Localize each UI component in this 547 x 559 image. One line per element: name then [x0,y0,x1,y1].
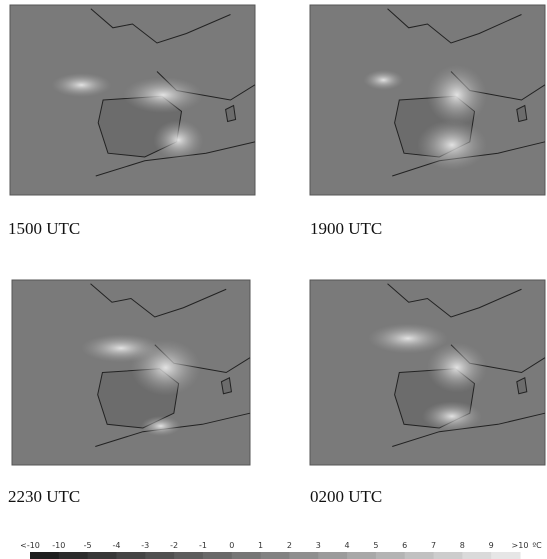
colorbar-label: -3 [141,541,149,550]
colorbar-unit: ºC [532,541,542,550]
cloud [153,120,203,160]
colorbar-label: 3 [316,541,321,550]
colorbar-segment [491,552,520,559]
colorbar-segment [462,552,491,559]
colorbar-segment [174,552,203,559]
colorbar-label: 4 [345,541,350,550]
map-panel [310,280,545,465]
cloud [417,120,487,170]
colorbar-label: -2 [170,541,178,550]
colorbar-segment [434,552,463,559]
colorbar-label: 5 [373,541,378,550]
cloud [141,416,181,436]
colorbar-segment [261,552,290,559]
colorbar-segment [203,552,232,559]
figure: 1500 UTC1900 UTC2230 UTC0200 UTC<-10-10-… [0,0,547,559]
colorbar-label: 9 [489,541,494,550]
colorbar-segment [405,552,434,559]
cloud [422,401,482,431]
colorbar-label: 6 [402,541,407,550]
colorbar-segment [88,552,117,559]
colorbar-label: 1 [258,541,263,550]
cloud [123,77,203,113]
colorbar-label: -1 [199,541,207,550]
colorbar-label: -5 [84,541,92,550]
cloud [81,334,161,362]
colorbar-label: -4 [112,541,120,550]
cloud [51,73,111,97]
colorbar-segment [30,552,59,559]
body: {"panels": [ {"caption": "1500 UTC"}, {"… [0,0,547,559]
colorbar-label: -10 [52,541,65,550]
cloud [363,70,403,90]
colorbar-segment [347,552,376,559]
cloud [427,343,487,393]
map-panel [310,5,545,195]
colorbar-label: 0 [229,541,234,550]
colorbar-segment [145,552,174,559]
colorbar-segment [376,552,405,559]
colorbar-segment [289,552,318,559]
colorbar-segment [318,552,347,559]
page: html, body { margin: 0; padding: 0; widt… [0,0,547,559]
colorbar-label: >10 [512,541,529,550]
colorbar-segment [116,552,145,559]
panel-caption: 1500 UTC [8,219,80,238]
colorbar-segment [59,552,88,559]
panel-caption: 2230 UTC [8,487,80,506]
colorbar-label: <-10 [20,541,40,550]
panel-caption: 0200 UTC [310,487,382,506]
cloud [368,323,448,353]
map-panel [12,280,250,465]
colorbar-label: 2 [287,541,292,550]
cloud [427,65,487,125]
map-panel [10,5,255,195]
colorbar-segment [232,552,261,559]
colorbar-label: 8 [460,541,465,550]
panel-caption: 1900 UTC [310,219,382,238]
colorbar-label: 7 [431,541,436,550]
